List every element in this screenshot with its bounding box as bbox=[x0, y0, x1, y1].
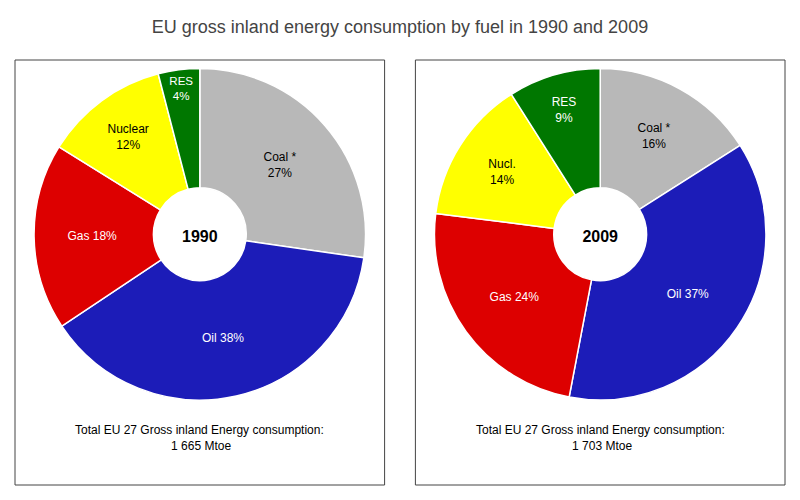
svg-text:Nucl.14%: Nucl.14% bbox=[488, 157, 515, 187]
svg-text:Gas 18%: Gas 18% bbox=[67, 229, 117, 243]
svg-text:Total EU 27 Gross inland Energ: Total EU 27 Gross inland Energy consumpt… bbox=[75, 423, 324, 453]
svg-text:Coal *27%: Coal *27% bbox=[263, 150, 296, 180]
svg-text:Oil 38%: Oil 38% bbox=[202, 331, 244, 345]
svg-text:2009: 2009 bbox=[582, 228, 618, 245]
svg-text:EU gross inland energy consump: EU gross inland energy consumption by fu… bbox=[152, 17, 648, 37]
svg-text:RES4%: RES4% bbox=[169, 75, 193, 102]
svg-text:1990: 1990 bbox=[182, 228, 218, 245]
svg-text:Nuclear12%: Nuclear12% bbox=[107, 122, 148, 152]
svg-text:RES9%: RES9% bbox=[552, 95, 577, 125]
svg-text:Total EU 27 Gross inland Energ: Total EU 27 Gross inland Energy consumpt… bbox=[476, 423, 725, 453]
svg-text:Gas 24%: Gas 24% bbox=[490, 290, 540, 304]
svg-text:Oil 37%: Oil 37% bbox=[667, 287, 709, 301]
svg-text:Coal *16%: Coal *16% bbox=[638, 121, 671, 151]
